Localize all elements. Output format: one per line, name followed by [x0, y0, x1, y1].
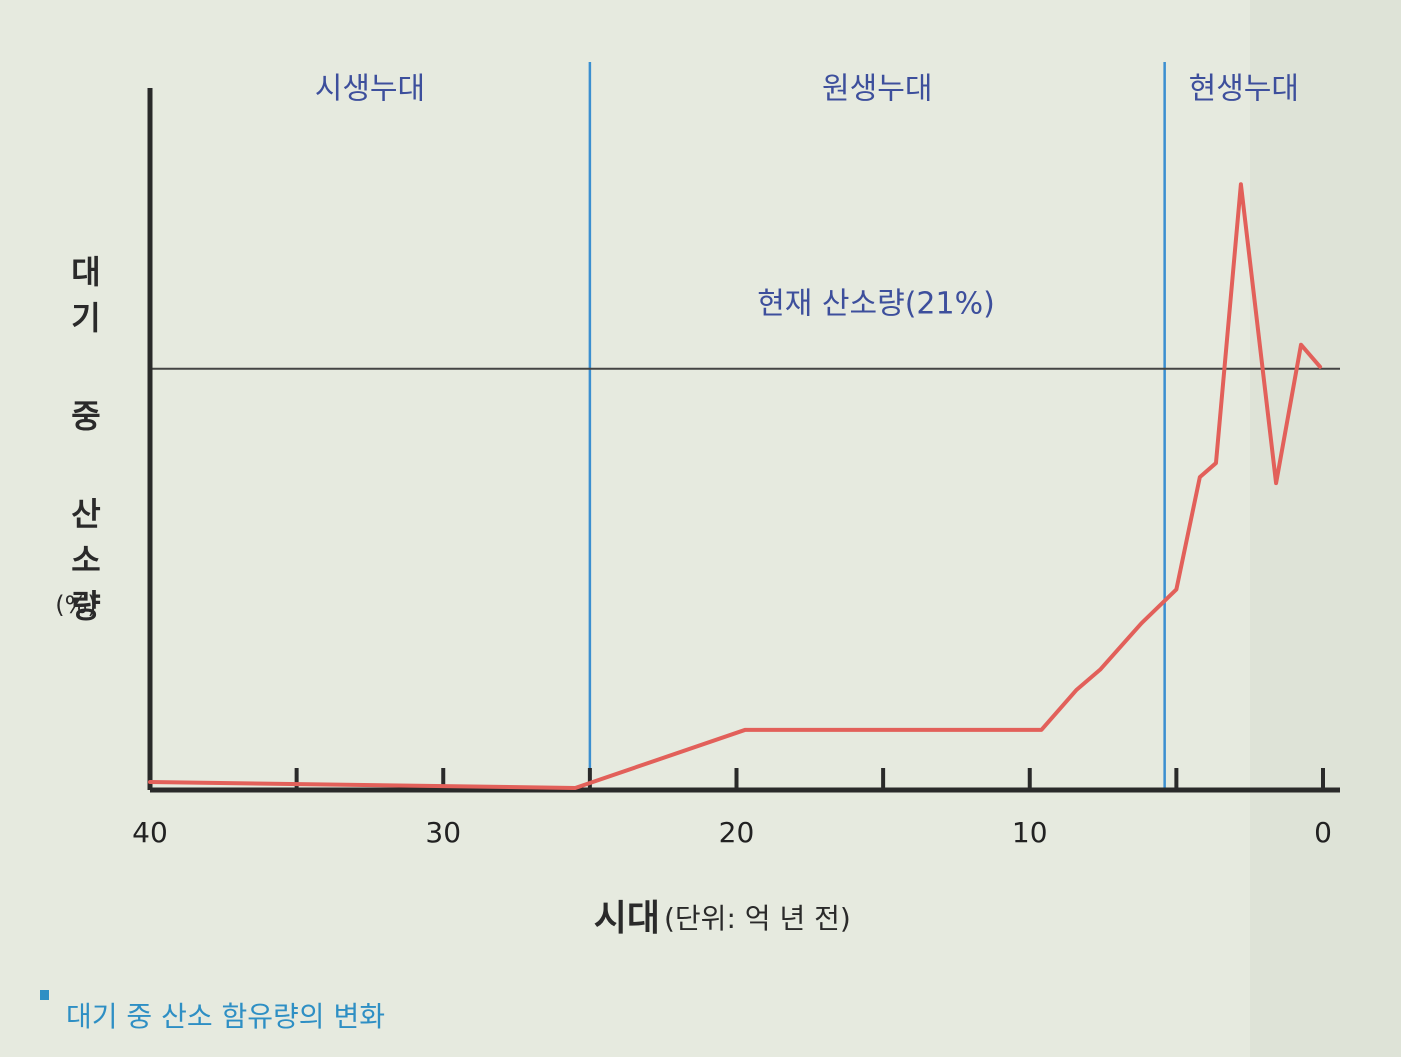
reference-label: 현재 산소량(21%)	[757, 287, 995, 322]
x-axis-title: 시대	[594, 898, 660, 939]
x-tick-label: 40	[132, 816, 168, 849]
x-tick-label: 10	[1012, 816, 1048, 849]
caption-bullet	[40, 990, 49, 1000]
caption: 대기 중 산소 함유량의 변화	[66, 1000, 385, 1033]
x-tick-label: 0	[1314, 816, 1332, 849]
x-tick-label: 30	[425, 816, 461, 849]
x-axis-unit: (단위: 억 년 전)	[664, 902, 851, 935]
y-axis-title: 대기 중 산소량	[65, 255, 103, 635]
data-line	[148, 182, 1323, 790]
x-tick-label: 20	[719, 816, 755, 849]
y-axis-unit: (%)	[55, 591, 97, 619]
era-label: 시생누대	[315, 72, 425, 107]
era-label: 원생누대	[822, 72, 932, 107]
era-label: 현생누대	[1189, 72, 1299, 107]
page-shadow	[1250, 0, 1401, 1057]
